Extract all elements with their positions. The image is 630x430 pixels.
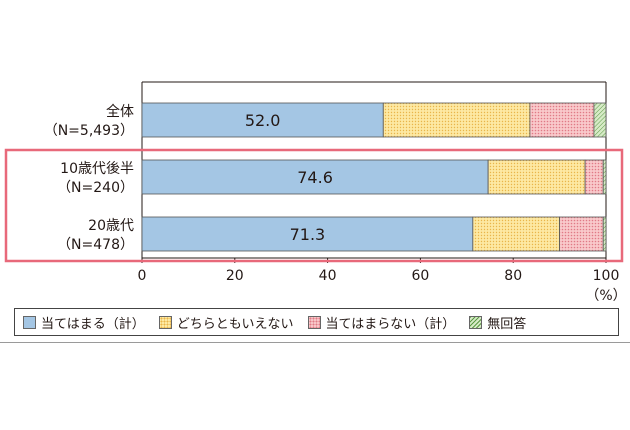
x-tick-label-0: 0: [138, 268, 147, 284]
category-sublabel-2: （N=478）: [57, 237, 134, 253]
legend-item-no-answer: 無回答: [469, 313, 526, 332]
bar-not-applies-2: [559, 216, 604, 252]
data-label-applies-1: 74.6: [297, 168, 333, 187]
legend-label-applies: 当てはまる（計）: [41, 316, 145, 332]
bar-neutral-2: [472, 216, 560, 252]
category-label-2: 20歳代: [88, 218, 134, 234]
bar-no-answer-0: [593, 102, 607, 138]
x-tick-label-3: 60: [411, 268, 429, 284]
legend-swatch-no-answer: [469, 315, 483, 329]
bottom-rule: [0, 342, 630, 343]
bar-not-applies-0: [529, 102, 595, 138]
x-tick-label-5: 100: [593, 268, 620, 284]
data-label-applies-0: 52.0: [245, 111, 281, 130]
x-axis-unit: （%）: [585, 288, 626, 304]
bar-no-answer-1: [602, 159, 607, 195]
legend-item-applies: 当てはまる（計）: [23, 313, 145, 332]
x-tick-label-1: 20: [226, 268, 244, 284]
legend-label-not-applies: 当てはまらない（計）: [325, 316, 456, 332]
legend-swatch-neutral: [158, 315, 172, 329]
bar-applies-2: [141, 216, 474, 252]
category-label-1: 10歳代後半: [60, 161, 134, 177]
legend-item-not-applies: 当てはまらない（計）: [307, 313, 456, 332]
bar-neutral-1: [487, 159, 586, 195]
legend-swatch-not-applies: [307, 315, 321, 329]
category-sublabel-1: （N=240）: [57, 180, 134, 196]
legend-label-neutral: どちらともいえない: [176, 316, 294, 332]
bar-no-answer-2: [602, 216, 607, 252]
x-tick-label-4: 80: [504, 268, 522, 284]
bar-not-applies-1: [584, 159, 604, 195]
bar-applies-1: [141, 159, 489, 195]
category-label-0: 全体: [106, 103, 134, 120]
data-label-applies-2: 71.3: [290, 225, 326, 244]
chart-legend: 当てはまる（計） どちらともいえない 当てはまらない（計） 無回答: [14, 308, 619, 336]
category-sublabel-0: （N=5,493）: [44, 123, 134, 139]
bar-applies-0: [141, 102, 384, 138]
legend-label-no-answer: 無回答: [487, 316, 527, 332]
legend-swatch-applies: [23, 315, 36, 329]
legend-item-neutral: どちらともいえない: [158, 313, 294, 332]
bar-neutral-0: [382, 102, 531, 138]
highlight-frame: [4, 148, 624, 263]
x-tick-label-2: 40: [319, 268, 337, 284]
